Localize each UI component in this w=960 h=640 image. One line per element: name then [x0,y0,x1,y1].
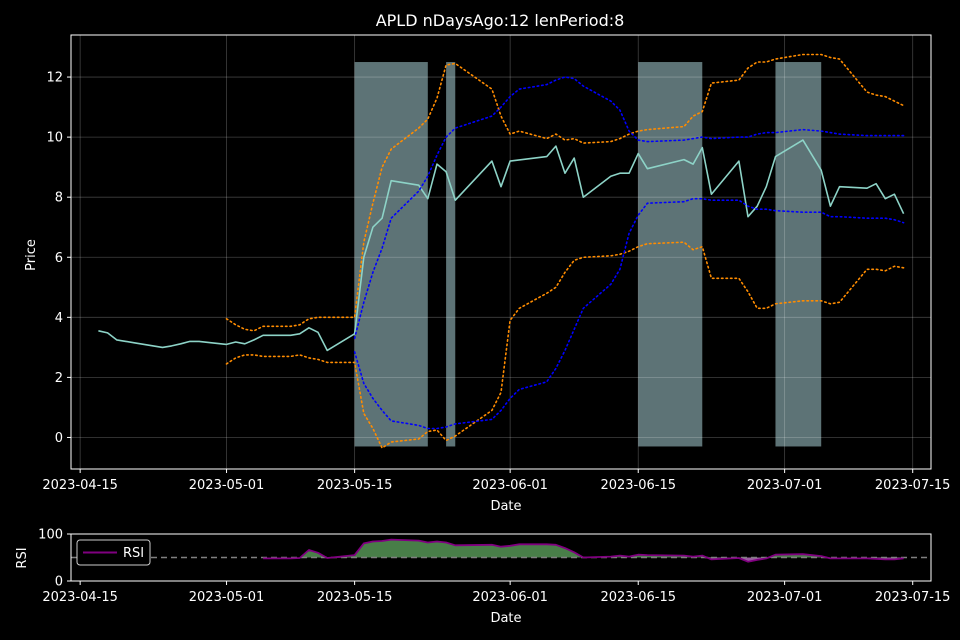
price-y-tick-label-3: 4 [55,311,63,326]
upper-inner-band [353,76,905,340]
rsi-x-tick-label-4: 2023-06-01 [472,590,548,605]
rsi-fill-below [263,557,904,562]
rsi-x-tick-label-7: 2023-07-15 [875,590,951,605]
rsi-x-tick-label-5: 2023-06-15 [600,590,676,605]
price-x-tick-label-2: 2023-05-01 [189,478,265,493]
rsi-x-axis-label: Date [490,611,521,626]
lower-outer-band [225,241,905,449]
rsi-line [263,538,904,563]
rsi-axes-frame [70,533,932,582]
rsi-x-tick-label-6: 2023-07-01 [747,590,823,605]
rsi-x-tick-label-2: 2023-05-01 [189,590,265,605]
rsi-y-axis-label: RSI [15,547,30,568]
price-y-tick-label-2: 2 [55,371,63,386]
price-y-tick-label-1: 0 [55,431,63,446]
price-y-tick-label-7: 12 [46,71,63,86]
price-chart: 0 2 4 6 8 10 12 2023-04-15 2023-05-01 2023-05-15 2… [42,34,951,493]
price-x-tick-label-5: 2023-06-15 [600,478,676,493]
shaded-range-4 [775,62,822,447]
rsi-chart: 0 100 2023-04-15 2023-05-01 2023-05-15 2023-0… [38,528,950,606]
price-x-tick-label-6: 2023-07-01 [747,478,823,493]
rsi-legend-label: RSI [123,546,144,561]
shaded-range-1 [354,62,428,447]
price-y-tick-label-6: 10 [46,131,63,146]
price-line [98,139,905,352]
price-y-tick-label-5: 8 [55,191,63,206]
price-x-tick-label-4: 2023-06-01 [472,478,548,493]
price-y-axis-label: Price [24,239,39,271]
shaded-range-2 [446,62,456,447]
rsi-x-tick-label-1: 2023-04-15 [42,590,118,605]
shaded-range-3 [638,62,703,447]
rsi-fill-above [263,539,904,558]
price-x-tick-label-3: 2023-05-15 [317,478,393,493]
chart-title: APLD nDaysAgo:12 lenPeriod:8 [376,11,625,30]
rsi-y-tick-label-1: 0 [55,575,63,590]
upper-outer-band [225,53,905,332]
price-y-tick-label-4: 6 [55,251,63,266]
price-x-tick-label-7: 2023-07-15 [875,478,951,493]
price-x-tick-label-1: 2023-04-15 [42,478,118,493]
rsi-y-tick-label-2: 100 [38,528,63,543]
price-x-axis-label: Date [490,499,521,514]
rsi-x-tick-label-3: 2023-05-15 [317,590,393,605]
price-axes-frame [70,34,932,470]
lower-inner-band [353,197,905,430]
